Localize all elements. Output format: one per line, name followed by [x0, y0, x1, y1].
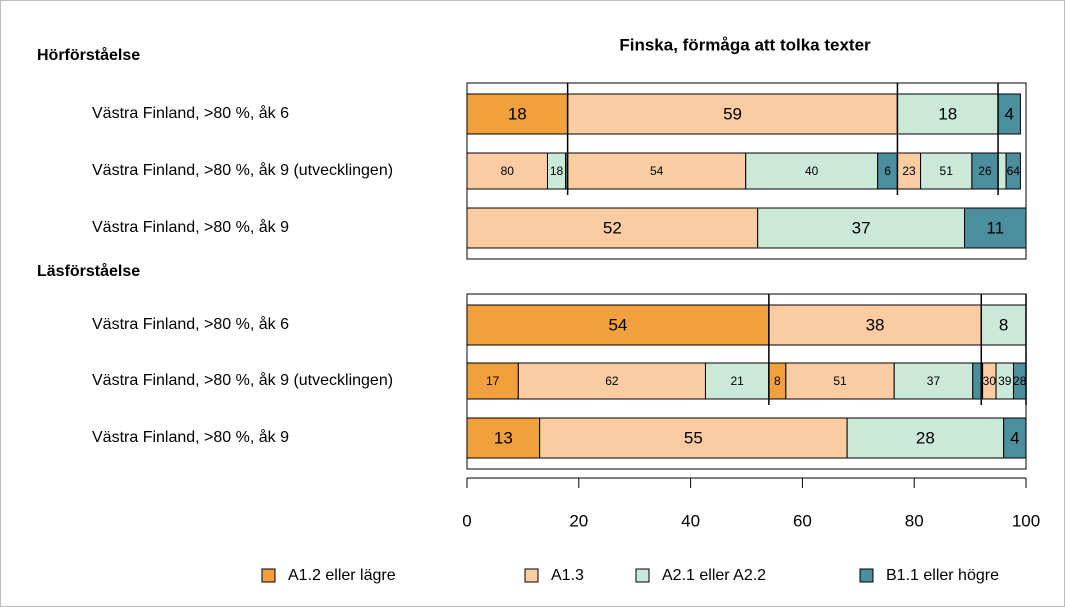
row-label: Västra Finland, >80 %, åk 9 [92, 428, 289, 446]
value-label: 8 [774, 374, 781, 388]
bar-segment [768, 304, 982, 346]
x-tick-label: 100 [1012, 511, 1040, 530]
value-label: 59 [723, 104, 742, 123]
sub-segment [785, 362, 895, 400]
value-label: 62 [605, 374, 619, 388]
legend-swatch [261, 568, 276, 583]
sub-segment [466, 362, 519, 400]
value-label: 38 [866, 315, 885, 334]
legend-swatch [859, 568, 874, 583]
bar-segment [466, 417, 541, 459]
bar-segment [466, 207, 759, 249]
sub-segment [997, 152, 1007, 190]
bar-segment [567, 93, 898, 135]
legend-swatch [524, 568, 539, 583]
value-label: 18 [938, 104, 957, 123]
sub-segment [1005, 152, 1021, 190]
value-label: 54 [608, 315, 627, 334]
value-label: 6 [884, 164, 891, 178]
bar-segment [466, 304, 770, 346]
section-label: Läsförståelse [37, 262, 140, 280]
value-label: 21 [730, 374, 744, 388]
legend-swatch [635, 568, 650, 583]
row-label: Västra Finland, >80 %, åk 6 [92, 315, 289, 333]
value-label: 4 [1010, 428, 1019, 447]
value-label: 18 [550, 164, 564, 178]
x-tick-label: 80 [905, 511, 924, 530]
value-label: 51 [833, 374, 847, 388]
sub-segment [567, 152, 747, 190]
bar-segment [896, 93, 999, 135]
value-label: 28 [916, 428, 935, 447]
value-label: 18 [508, 104, 527, 123]
sub-segment [893, 362, 974, 400]
sub-segment [972, 362, 982, 400]
value-label: 37 [852, 218, 871, 237]
value-label: 26 [978, 164, 992, 178]
x-tick-label: 60 [793, 511, 812, 530]
row-label: Västra Finland, >80 %, åk 6 [92, 104, 289, 122]
value-label: 4 [1004, 104, 1013, 123]
legend-label: A2.1 eller A2.2 [662, 567, 766, 584]
value-label: 80 [501, 164, 515, 178]
value-label: 52 [603, 218, 622, 237]
bar-segment [964, 207, 1027, 249]
sub-segment [745, 152, 879, 190]
value-label: 30 [983, 374, 997, 388]
legend-label: B1.1 eller högre [886, 567, 999, 584]
bar-segment [757, 207, 966, 249]
value-label: 28 [1013, 374, 1027, 388]
value-label: 40 [805, 164, 819, 178]
legend-label: A1.2 eller lägre [288, 567, 396, 584]
section-label: Hörförståelse [37, 46, 140, 64]
sub-segment [466, 152, 548, 190]
value-label: 11 [986, 218, 1004, 237]
value-label: 37 [927, 374, 941, 388]
bar-segment [1003, 417, 1027, 459]
value-label: 64 [1007, 164, 1021, 178]
row-label: Västra Finland, >80 %, åk 9 [92, 218, 289, 236]
sub-segment [704, 362, 770, 400]
value-label: 13 [494, 428, 513, 447]
value-label: 55 [684, 428, 703, 447]
value-label: 17 [486, 374, 500, 388]
value-label: 8 [999, 315, 1008, 334]
value-label: 54 [650, 164, 664, 178]
x-tick-label: 0 [462, 511, 471, 530]
value-label: 51 [940, 164, 954, 178]
value-label: 39 [998, 374, 1012, 388]
sub-segment [517, 362, 706, 400]
bar-segment [466, 93, 569, 135]
sub-segment [920, 152, 973, 190]
chart-title: Finska, förmåga att tolka texter [619, 35, 871, 54]
value-label: 23 [902, 164, 916, 178]
x-tick-label: 20 [569, 511, 588, 530]
bar-segment [539, 417, 848, 459]
row-label: Västra Finland, >80 %, åk 9 (utvecklinge… [92, 161, 393, 179]
legend-label: A1.3 [551, 567, 584, 584]
x-tick-label: 40 [681, 511, 700, 530]
row-label: Västra Finland, >80 %, åk 9 (utvecklinge… [92, 371, 393, 389]
